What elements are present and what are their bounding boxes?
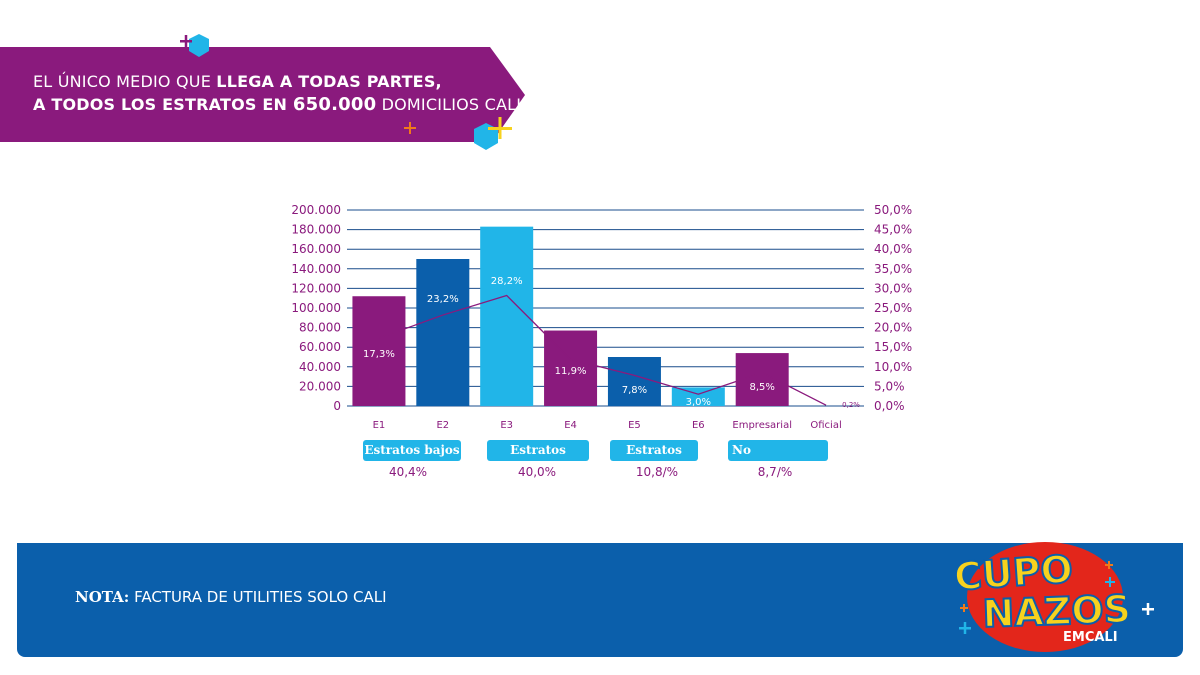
- group-label: No residencial: [732, 443, 807, 478]
- y-tick-label: 40.000: [299, 360, 341, 374]
- footer-note-text: FACTURA DE UTILITIES SOLO CALI: [129, 588, 387, 606]
- bar-e4: [544, 330, 598, 406]
- percent-line: [378, 294, 827, 406]
- banner-shape: [0, 47, 525, 142]
- percent-data-label: 23,2%: [427, 294, 459, 305]
- group-badge-estratos-altos: Estratos altos: [610, 440, 698, 478]
- banner-line2-bold: A TODOS LOS ESTRATOS EN: [33, 95, 293, 114]
- logo-line1: CUPO: [953, 547, 1075, 599]
- hexagon-plus-decoration-bottom: [474, 117, 512, 150]
- y-tick-label: 140.000: [291, 262, 341, 276]
- group-pct-no-residencial: 8,7/%: [757, 465, 793, 479]
- y2-tick-label: 45,0%: [874, 223, 912, 237]
- group-label: Estratos medios: [510, 443, 566, 478]
- logo-red-blob: [967, 542, 1123, 652]
- y2-tick-label: 20,0%: [874, 321, 912, 335]
- group-badge-no-residencial: No residencial: [728, 440, 828, 478]
- footer-note-label: NOTA:: [75, 588, 130, 606]
- banner-line-1: EL ÚNICO MEDIO QUE LLEGA A TODAS PARTES,: [33, 70, 521, 93]
- group-badge-estratos-bajos: Estratos bajos: [363, 440, 461, 461]
- bar-e2: [416, 259, 470, 406]
- percent-data-label: 7,8%: [622, 385, 647, 396]
- orange-plus-icon: [404, 122, 416, 134]
- banner-headline: EL ÚNICO MEDIO QUE LLEGA A TODAS PARTES,…: [33, 70, 521, 116]
- category-label: Empresarial: [732, 420, 792, 431]
- percent-data-label: 28,2%: [491, 276, 523, 287]
- y2-tick-label: 40,0%: [874, 242, 912, 256]
- banner-line-2: A TODOS LOS ESTRATOS EN 650.000 DOMICILI…: [33, 93, 521, 116]
- bar-e3: [480, 226, 534, 406]
- y2-tick-label: 30,0%: [874, 281, 912, 295]
- group-pct-estratos-bajos: 40,4%: [388, 465, 428, 479]
- bar-e5: [607, 357, 661, 406]
- logo-line2: NAZOS: [982, 587, 1132, 636]
- y2-tick-label: 15,0%: [874, 340, 912, 354]
- category-label: E6: [692, 420, 705, 431]
- category-label: E2: [436, 420, 449, 431]
- y-tick-label: 160.000: [291, 242, 341, 256]
- y2-tick-label: 25,0%: [874, 301, 912, 315]
- hexagon-plus-decoration-top: [180, 34, 209, 57]
- percent-data-label: 17,3%: [363, 349, 395, 360]
- category-label: E4: [564, 420, 577, 431]
- group-label: Estratos altos: [626, 443, 682, 478]
- y-tick-label: 120.000: [291, 281, 341, 295]
- banner-line1-bold: LLEGA A TODAS PARTES,: [216, 72, 442, 91]
- bar-empresarial: [735, 353, 789, 406]
- category-label: E1: [373, 420, 386, 431]
- y-tick-label: 80.000: [299, 321, 341, 335]
- percent-data-label: 3,0%: [686, 397, 711, 408]
- group-pct-estratos-medios: 40,0%: [517, 465, 557, 479]
- y-tick-label: 0: [333, 399, 341, 413]
- y2-tick-label: 50,0%: [874, 203, 912, 217]
- y-tick-label: 180.000: [291, 223, 341, 237]
- bar-e6: [671, 387, 725, 406]
- logo-sparkles: [959, 577, 1115, 634]
- y-tick-label: 20.000: [299, 379, 341, 393]
- banner-line1-normal: EL ÚNICO MEDIO QUE: [33, 72, 217, 91]
- logo-line3: EMCALI: [1063, 630, 1118, 645]
- y-tick-label: 200.000: [291, 203, 341, 217]
- y-tick-label: 60.000: [299, 340, 341, 354]
- banner-line2-normal: DOMICILIOS CALI: [376, 95, 522, 114]
- percent-data-label: 8,5%: [749, 382, 774, 393]
- bar-e1: [352, 296, 406, 406]
- banner-households-count: 650.000: [292, 94, 377, 115]
- y2-tick-label: 10,0%: [874, 360, 912, 374]
- category-label: E3: [500, 420, 513, 431]
- group-label: Estratos bajos: [364, 443, 460, 457]
- group-badge-estratos-medios: Estratos medios: [487, 440, 589, 478]
- y2-tick-label: 35,0%: [874, 262, 912, 276]
- group-pct-estratos-altos: 10,8/%: [635, 465, 679, 479]
- y2-tick-label: 0,0%: [874, 399, 905, 413]
- percent-data-label: 0,2%: [842, 401, 860, 409]
- category-label: Oficial: [810, 420, 841, 431]
- category-label: E5: [628, 420, 641, 431]
- y2-tick-label: 5,0%: [874, 379, 905, 393]
- percent-data-label: 11,9%: [555, 366, 587, 377]
- cuponazos-emcali-logo: CUPO NAZOS EMCALI: [952, 542, 1154, 652]
- header-banner: [0, 47, 525, 142]
- footer-note: NOTA: FACTURA DE UTILITIES SOLO CALI: [75, 588, 387, 606]
- y-tick-label: 100.000: [291, 301, 341, 315]
